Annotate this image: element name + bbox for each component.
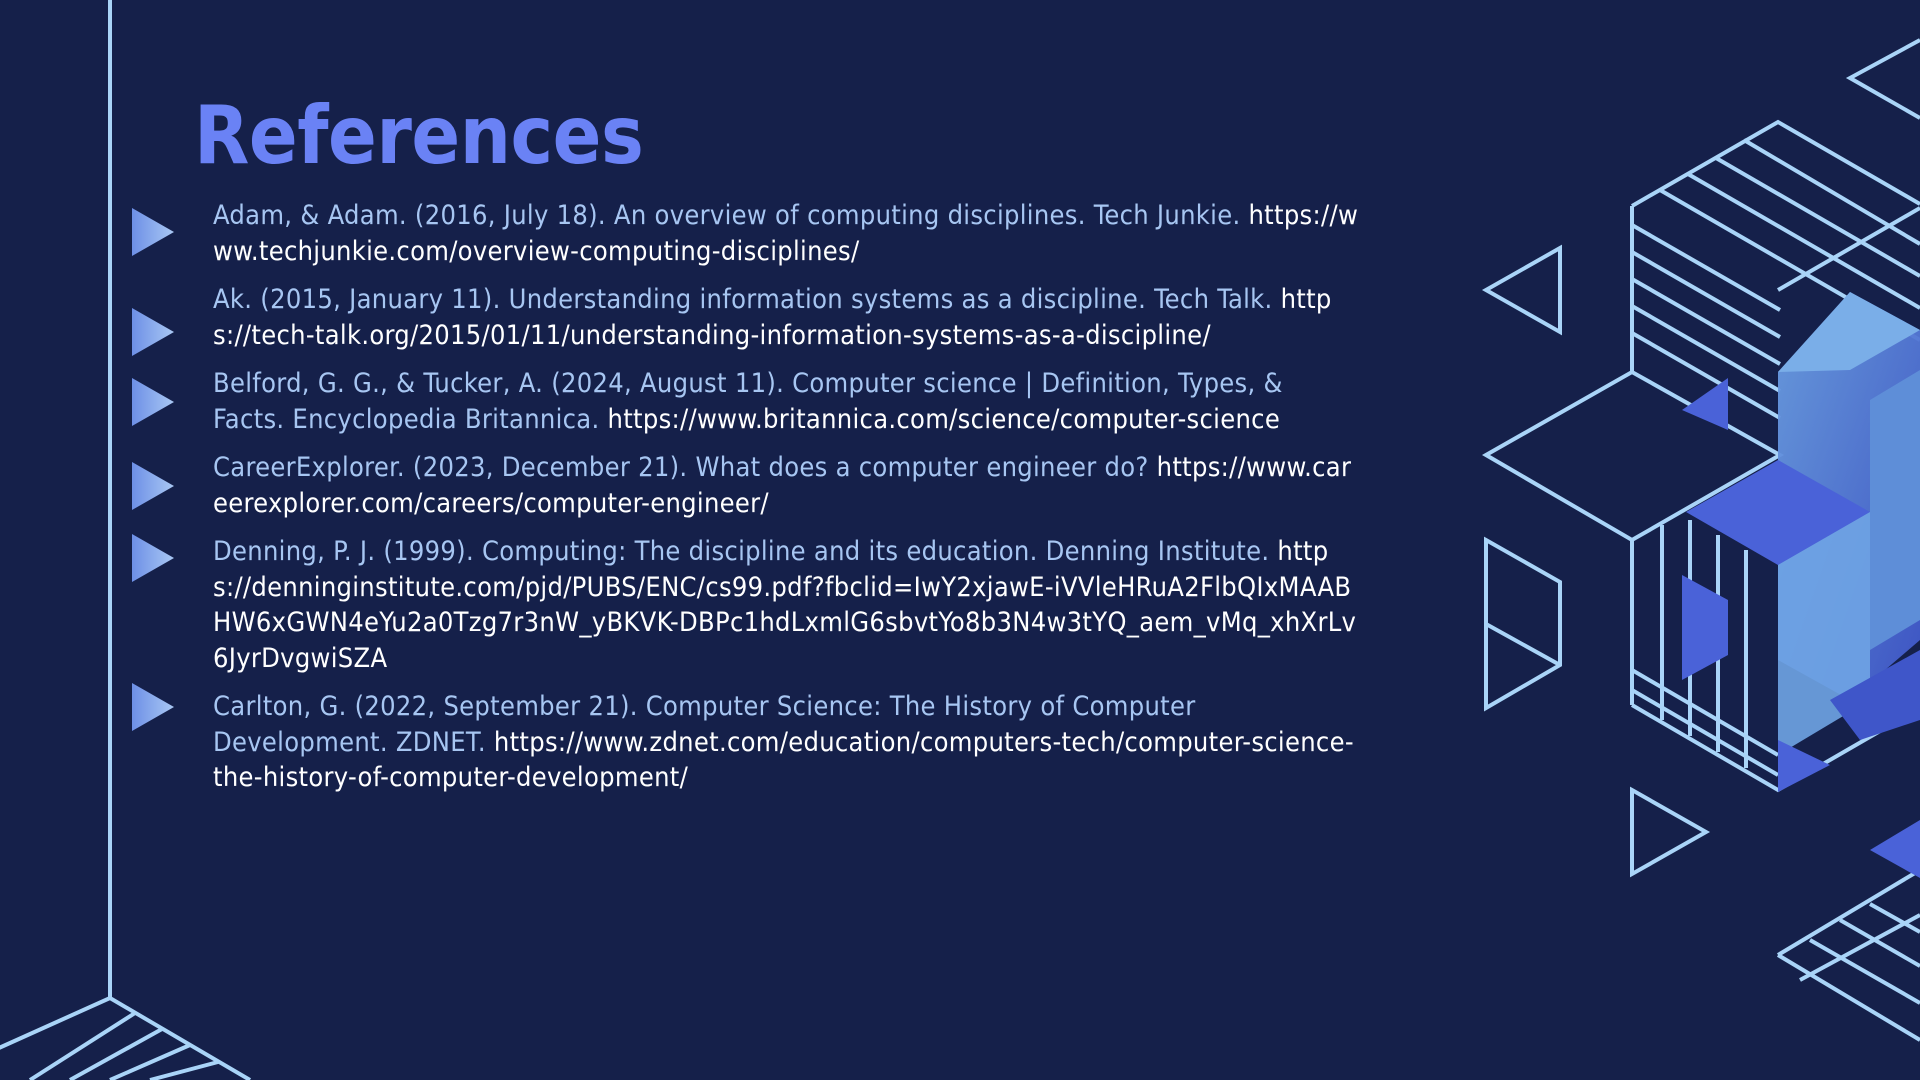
reference-url[interactable]: https://www.careerexplorer.com/careers/c… <box>213 452 1352 519</box>
triangle-bullet-icon <box>132 534 174 582</box>
reference-url[interactable]: https://www.techjunkie.com/overview-comp… <box>213 200 1359 267</box>
bottom-left-hatch <box>0 995 252 1080</box>
reference-citation: Carlton, G. (2022, September 21). Comput… <box>213 691 1196 758</box>
page-title: References <box>194 89 644 182</box>
triangle-bullet-icon <box>132 462 174 510</box>
reference-citation: Adam, & Adam. (2016, July 18). An overvi… <box>213 200 1241 231</box>
reference-url[interactable]: https://denninginstitute.com/pjd/PUBS/EN… <box>213 536 1357 674</box>
reference-url[interactable]: https://tech-talk.org/2015/01/11/underst… <box>213 284 1332 351</box>
triangle-bullet-icon <box>132 308 174 356</box>
triangle-bullet-icon <box>132 683 174 731</box>
reference-citation: CareerExplorer. (2023, December 21). Wha… <box>213 452 1149 483</box>
reference-item: Carlton, G. (2022, September 21). Comput… <box>130 683 1360 796</box>
triangle-bullet-icon <box>132 378 174 426</box>
reference-url[interactable]: https://www.zdnet.com/education/computer… <box>213 726 1354 794</box>
reference-item: Ak. (2015, January 11). Understanding in… <box>130 282 1360 356</box>
reference-citation: Ak. (2015, January 11). Understanding in… <box>213 284 1273 315</box>
triangle-bullet-icon <box>132 208 174 256</box>
reference-item: CareerExplorer. (2023, December 21). Wha… <box>130 450 1360 521</box>
reference-list: Adam, & Adam. (2016, July 18). An overvi… <box>130 198 1360 809</box>
reference-item: Adam, & Adam. (2016, July 18). An overvi… <box>130 198 1360 269</box>
reference-url[interactable]: https://www.britannica.com/science/compu… <box>607 403 1281 435</box>
reference-citation: Belford, G. G., & Tucker, A. (2024, Augu… <box>213 368 1283 435</box>
reference-citation: Denning, P. J. (1999). Computing: The di… <box>213 536 1270 567</box>
reference-item: Denning, P. J. (1999). Computing: The di… <box>130 534 1360 676</box>
blue-cube-cluster <box>1682 292 1920 878</box>
reference-item: Belford, G. G., & Tucker, A. (2024, Augu… <box>130 366 1360 437</box>
